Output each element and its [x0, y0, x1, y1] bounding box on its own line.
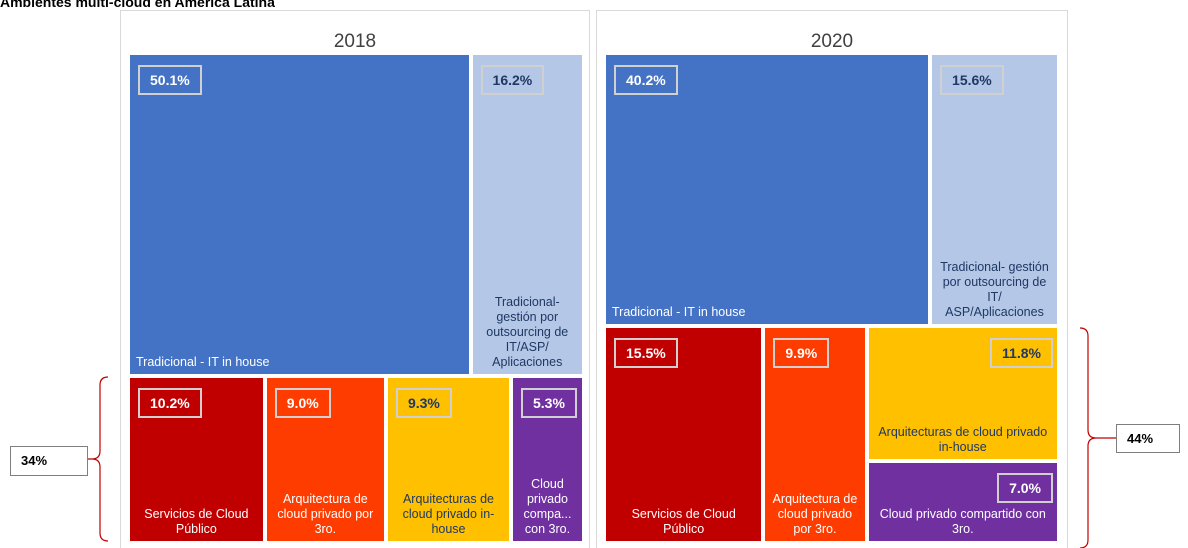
value-label: 50.1% [138, 65, 202, 95]
treemap-cell: 5.3% Cloud privado compa... con 3ro. [513, 378, 582, 541]
value-label: 7.0% [997, 473, 1053, 504]
chart-title: 2018 [333, 31, 377, 52]
treemap-panel: 2020 [596, 10, 1068, 548]
annotation: 34% [10, 446, 88, 476]
value-label: 9.3% [395, 388, 452, 419]
treemap-cell: 50.1% Tradicional - IT in house [130, 55, 469, 375]
value-label: 9.0% [274, 388, 331, 419]
category-label: Tradicional - IT in house [612, 304, 746, 319]
page-title: Ambientes multi-cloud en América Latina [0, 0, 275, 10]
value-label: 11.8% [990, 337, 1053, 368]
value-label: 40.2% [614, 65, 678, 95]
value-label: 10.2% [138, 388, 202, 419]
category-label: Tradicional- gestión por outsourcing de … [486, 295, 569, 370]
treemap-cell: 40.2% Tradicional - IT in house [606, 55, 929, 324]
treemap-cell: 10.2% Servicios de Cloud Público [130, 378, 263, 541]
category-label: Servicios de Cloud Público [631, 506, 736, 536]
bracket [88, 376, 109, 542]
value-label: 16.2% [480, 65, 545, 95]
treemap-cell: 9.0% Arquitectura de cloud privado por 3r… [266, 378, 384, 541]
treemap-cell: 15.6% Tradicional- gestión por outsourcin… [932, 55, 1057, 324]
treemap-panel: 2018 [120, 10, 590, 548]
category-label: Tradicional- gestión por outsourcing de … [940, 259, 1049, 319]
chart-title: 2020 [810, 31, 854, 52]
value-label: 5.3% [521, 388, 577, 419]
treemap-cell: 11.8% Arquitecturas de cloud privado in-h… [868, 327, 1057, 460]
bracket [1079, 327, 1116, 548]
category-label: Cloud privado compa... con 3ro. [523, 476, 572, 536]
category-label: Servicios de Cloud Público [144, 506, 249, 536]
treemap-cell: 7.0% Cloud privado compartido con 3ro. [868, 463, 1057, 541]
category-label: Arquitectura de cloud privado por 3ro. [277, 491, 374, 536]
category-label: Arquitecturas de cloud privado in-house [402, 491, 495, 536]
category-label: Cloud privado compartido con 3ro. [879, 506, 1046, 536]
value-label: 15.5% [614, 337, 678, 368]
category-label: Arquitectura de cloud privado por 3ro. [772, 491, 858, 536]
treemap-cell: 15.5% Servicios de Cloud Público [606, 327, 762, 541]
category-label: Tradicional - IT in house [136, 355, 270, 370]
treemap-cell: 9.9% Arquitectura de cloud privado por 3r… [765, 327, 865, 541]
value-label: 9.9% [773, 337, 830, 368]
treemap-cell: 16.2% Tradicional- gestión por outsourcin… [472, 55, 582, 375]
annotation: 44% [1116, 424, 1180, 453]
category-label: Arquitecturas de cloud privado in-house [878, 425, 1048, 455]
treemap-cell: 9.3% Arquitecturas de cloud privado in-ho… [387, 378, 509, 541]
value-label: 15.6% [940, 65, 1004, 95]
